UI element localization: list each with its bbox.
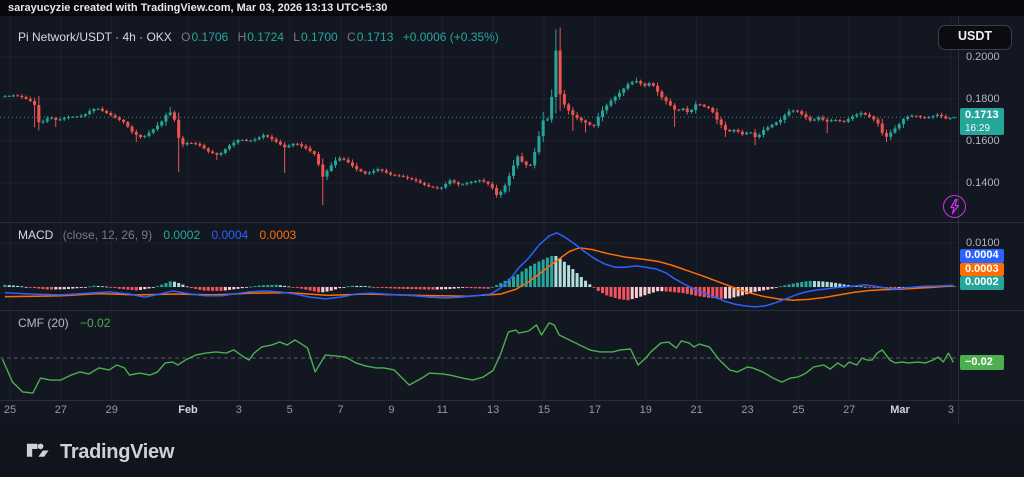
- change-value: +0.0006 (+0.35%): [402, 30, 499, 44]
- price-pane-canvas[interactable]: [0, 16, 958, 222]
- time-axis-label: 29: [105, 404, 118, 416]
- macd-params: (close, 12, 26, 9): [62, 228, 153, 242]
- time-axis-label: 13: [487, 404, 500, 416]
- price-axis-tick: 0.1400: [966, 176, 1000, 189]
- time-axis-label: 27: [54, 404, 67, 416]
- time-axis-label: Mar: [890, 404, 910, 416]
- close-value: 0.1713: [356, 30, 394, 44]
- time-axis-label: 23: [741, 404, 754, 416]
- cmf-pane-canvas[interactable]: [0, 310, 958, 400]
- time-axis-label: 25: [3, 404, 17, 416]
- time-axis-label: 19: [639, 404, 652, 416]
- price-axis-border: [958, 16, 959, 424]
- bottom-strip: [0, 424, 1024, 477]
- tradingview-logo[interactable]: TradingView: [24, 436, 174, 468]
- cmf-badge: −0.02: [960, 355, 1004, 370]
- attribution-bar: sarayucyzie created with TradingView.com…: [0, 0, 1024, 16]
- last-price: 0.1713: [965, 109, 999, 121]
- macd-line-value: 0.0004: [211, 228, 249, 242]
- time-axis-label: 3: [947, 404, 954, 416]
- macd-hist-badge: 0.0002: [960, 276, 1004, 290]
- open-label: O: [181, 30, 191, 44]
- open-value: 0.1706: [191, 30, 229, 44]
- pane-separator[interactable]: [0, 222, 1024, 223]
- close-label: C: [347, 30, 356, 44]
- time-axis-label: 3: [235, 404, 242, 416]
- pane-separator[interactable]: [0, 310, 1024, 311]
- time-axis-label: 17: [588, 404, 601, 416]
- time-axis-label: 7: [337, 404, 344, 416]
- pane-separator: [0, 400, 1024, 401]
- time-axis-label: 27: [843, 404, 856, 416]
- candle-countdown: 16:29: [965, 123, 991, 134]
- time-axis-label: 9: [388, 404, 395, 416]
- attribution-text: sarayucyzie created with TradingView.com…: [8, 2, 388, 14]
- macd-line-badge: 0.0004: [960, 249, 1004, 263]
- macd-hist-value: 0.0002: [163, 228, 201, 242]
- macd-pane-canvas[interactable]: [0, 222, 958, 310]
- macd-axis-tick: 0.0100: [966, 236, 1000, 249]
- low-value: 0.1700: [300, 30, 338, 44]
- tradingview-logo-text: TradingView: [60, 440, 175, 463]
- cmf-value: −0.02: [80, 316, 111, 330]
- chart-area[interactable]: [0, 16, 1024, 424]
- price-axis-tick: 0.1600: [966, 134, 1000, 147]
- high-value: 0.1724: [247, 30, 284, 44]
- time-axis-label: 21: [690, 404, 703, 416]
- last-price-badge: 0.1713 16:29: [960, 108, 1004, 135]
- lightning-boost-icon[interactable]: [943, 195, 966, 218]
- price-axis-tick: 0.1800: [966, 92, 1000, 105]
- high-label: H: [237, 30, 247, 44]
- cmf-legend[interactable]: CMF (20) −0.02: [18, 316, 110, 330]
- time-axis-label: Feb: [178, 404, 198, 416]
- macd-signal-badge: 0.0003: [960, 262, 1004, 276]
- tradingview-logo-icon: [24, 436, 51, 468]
- symbol-title[interactable]: Pi Network/USDT · 4h · OKX: [18, 30, 172, 44]
- time-axis-label: 15: [537, 404, 551, 416]
- time-axis-label: 11: [436, 404, 449, 416]
- time-axis-label: 5: [286, 404, 293, 416]
- cmf-title[interactable]: CMF (20): [18, 316, 69, 330]
- macd-legend[interactable]: MACD (close, 12, 26, 9) 0.0002 0.0004 0.…: [18, 228, 296, 242]
- macd-signal-value: 0.0003: [259, 228, 297, 242]
- price-legend[interactable]: Pi Network/USDT · 4h · OKX O0.1706 H0.17…: [18, 30, 499, 44]
- low-label: L: [293, 30, 300, 44]
- price-axis-tick: 0.2000: [966, 50, 1000, 63]
- currency-toggle-button[interactable]: USDT: [938, 25, 1012, 50]
- macd-title[interactable]: MACD: [18, 228, 54, 242]
- time-axis-label: 25: [792, 404, 805, 416]
